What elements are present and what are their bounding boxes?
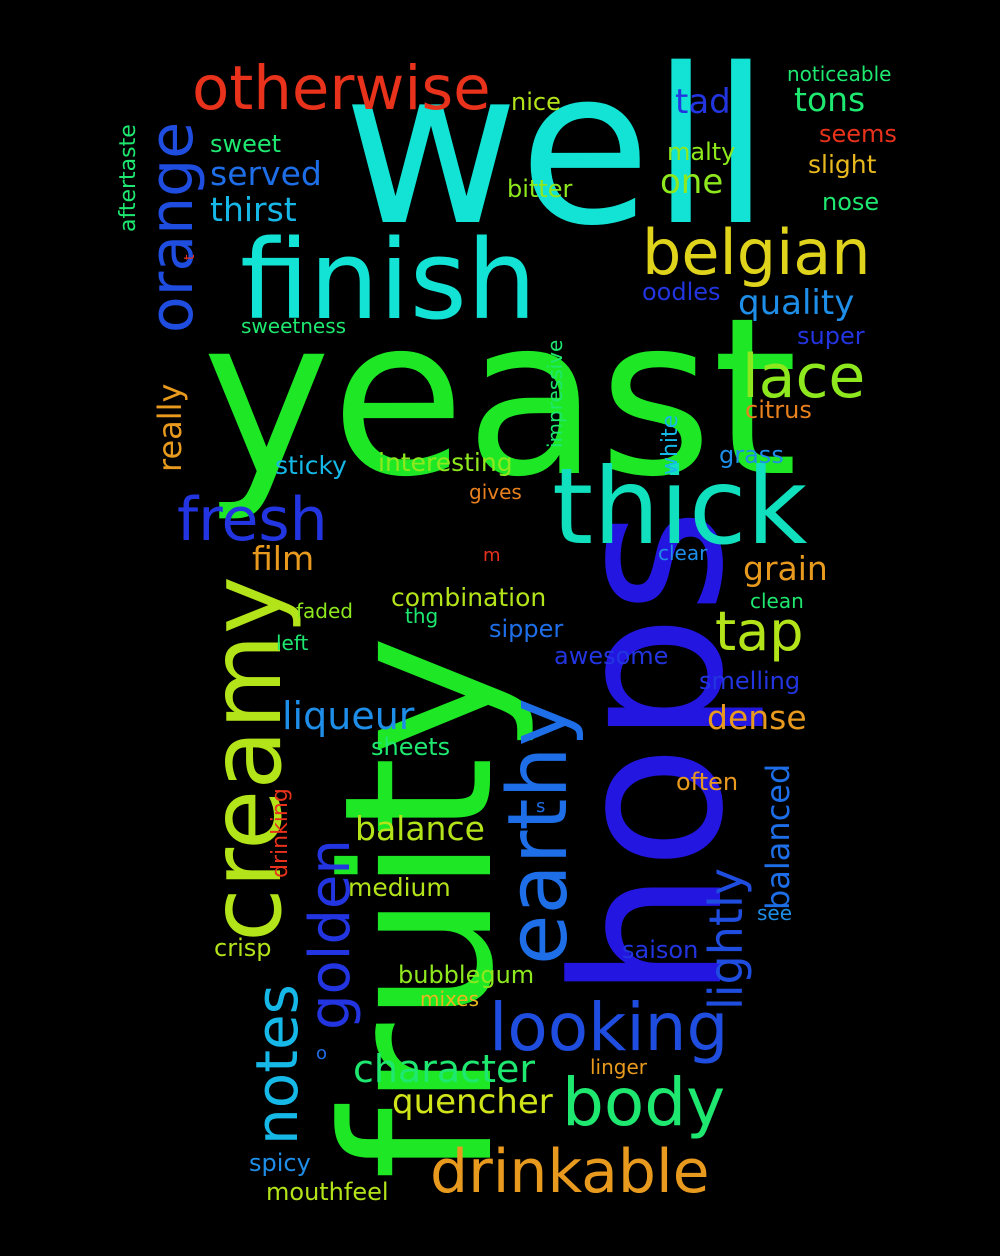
word-bitter: bitter (507, 175, 573, 203)
word-sipper: sipper (489, 615, 564, 643)
word-gives: gives (469, 480, 522, 504)
word-seems: seems (819, 120, 897, 148)
word-mouthfeel: mouthfeel (266, 1178, 389, 1206)
word-lace: lace (742, 342, 866, 412)
word-grass: grass (719, 441, 784, 469)
word-fresh: fresh (177, 485, 328, 555)
word-body: body (562, 1064, 726, 1141)
word-film: film (252, 539, 315, 578)
word-citrus: citrus (745, 396, 812, 424)
word-one: one (660, 162, 724, 202)
word-faded: faded (296, 599, 353, 623)
word-interesting: interesting (378, 448, 513, 477)
word-lightly: lightly (699, 868, 753, 1010)
word-nice: nice (511, 88, 561, 116)
word-combination: combination (391, 583, 547, 612)
word-bubblegum: bubblegum (398, 961, 535, 989)
word-see: see (757, 901, 793, 925)
word-drinking: drinking (268, 788, 293, 878)
word-malty: malty (667, 138, 736, 166)
word-drinkable: drinkable (430, 1137, 710, 1207)
word-looking: looking (489, 989, 729, 1066)
word-oodles: oodles (642, 278, 721, 306)
word-t: t (182, 254, 198, 261)
word-dense: dense (707, 698, 807, 737)
word-smelling: smelling (699, 667, 801, 695)
word-golden: golden (298, 839, 363, 1030)
word-thirst: thirst (210, 190, 297, 229)
word-sheets: sheets (371, 733, 451, 761)
word-o: o (316, 1043, 328, 1064)
word-crisp: crisp (214, 934, 272, 962)
word-balanced: balanced (759, 763, 797, 910)
word-earthy: earthy (491, 697, 586, 965)
word-slight: slight (808, 150, 877, 179)
word-clear: clear (658, 541, 708, 565)
word-noticeable: noticeable (787, 62, 892, 86)
word-nose: nose (822, 188, 880, 216)
word-left: left (276, 631, 309, 655)
word-linger: linger (590, 1055, 648, 1079)
word-grain: grain (743, 549, 828, 588)
word-really: really (151, 383, 189, 472)
word-well: well (343, 22, 771, 273)
word-quencher: quencher (392, 1082, 553, 1122)
word-finish: finish (240, 216, 537, 344)
word-otherwise: otherwise (192, 53, 491, 124)
word-thick: thick (552, 446, 808, 568)
word-liqueur: liqueur (282, 694, 415, 738)
word-served: served (210, 154, 322, 193)
word-medium: medium (348, 873, 451, 902)
word-awesome: awesome (554, 642, 669, 670)
word-balance: balance (355, 809, 485, 848)
word-sweet: sweet (210, 130, 282, 158)
word-tap: tap (715, 600, 804, 663)
word-impressive: impressive (543, 339, 567, 448)
word-aftertaste: aftertaste (116, 124, 141, 232)
word-quality: quality (738, 283, 855, 323)
word-white: white (658, 414, 683, 475)
word-sweetness: sweetness (241, 314, 347, 338)
word-s: s (536, 796, 546, 817)
word-belgian: belgian (642, 216, 871, 289)
word-character: character (353, 1047, 535, 1091)
word-often: often (676, 768, 739, 796)
word-orange: orange (137, 121, 207, 333)
word-super: super (797, 322, 865, 350)
word-clean: clean (750, 589, 804, 613)
word-saison: saison (622, 936, 699, 964)
word-mixes: mixes (420, 987, 479, 1011)
word-sticky: sticky (275, 451, 347, 480)
word-m: m (483, 545, 501, 566)
word-thg: thg (405, 604, 439, 628)
word-tad: tad (675, 82, 731, 122)
word-spicy: spicy (249, 1149, 311, 1177)
word-yeast: yeast (202, 272, 798, 525)
word-tons: tons (794, 80, 866, 119)
